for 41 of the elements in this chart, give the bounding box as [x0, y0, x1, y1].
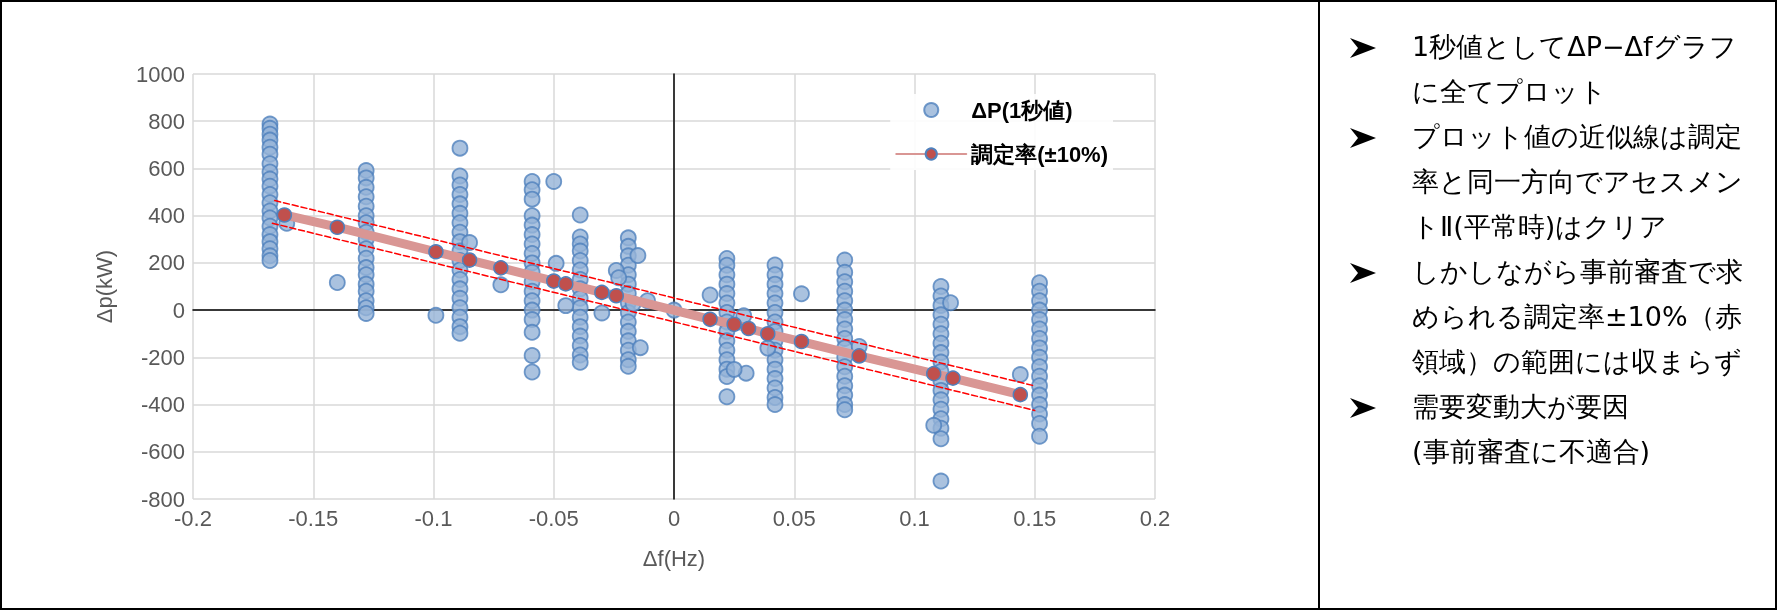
point	[760, 325, 776, 342]
point	[793, 333, 810, 350]
y-tick-label: -200	[140, 344, 185, 370]
x-tick-label: 0.1	[899, 505, 930, 531]
y-tick-label: 200	[148, 250, 185, 276]
point	[329, 219, 346, 235]
point	[740, 320, 757, 337]
x-tick-label: 0.05	[772, 505, 816, 531]
text: プロット値の近似線は調定率と同一方向でアセスメントⅡ(平常時)はクリア	[1412, 120, 1744, 244]
y-tick-label: 600	[148, 155, 185, 181]
legend-label: ΔP(1秒値)	[971, 97, 1073, 123]
point	[594, 284, 610, 301]
y-tick-label: -400	[140, 392, 185, 418]
point	[608, 287, 625, 304]
x-tick-label: -0.05	[528, 505, 579, 531]
point	[945, 370, 961, 386]
point	[461, 252, 478, 268]
x-tick-label: 0.2	[1139, 505, 1171, 531]
x-tick-label: 0	[667, 505, 681, 531]
x-tick-label: -0.15	[288, 505, 339, 531]
y-tick-label: 1000	[136, 61, 185, 87]
point	[702, 311, 718, 328]
y-tick-label: 0	[172, 297, 185, 323]
point	[428, 244, 444, 260]
x-tick-label: 0.15	[1013, 505, 1057, 531]
legend-label: 調定率(±10%)	[971, 141, 1109, 167]
text: 1秒値としてΔP−Δfグラフに全てプロット	[1412, 30, 1738, 109]
x-axis-title: Δf(Hz)	[642, 545, 706, 571]
text: しかしながら事前審査で求められる調定率±10%（赤領域）の範囲には収まらず	[1412, 255, 1744, 379]
point	[926, 365, 942, 382]
y-tick-label: 400	[148, 203, 185, 229]
y-tick-label: -600	[140, 439, 185, 465]
y-axis-title: Δp(kW)	[91, 249, 117, 324]
point	[1012, 386, 1029, 403]
x-tick-label: -0.1	[414, 505, 453, 531]
text: 需要変動大が要因 (事前審査に不適合)	[1412, 390, 1652, 469]
point	[726, 316, 742, 333]
y-tick-label: 800	[148, 108, 185, 134]
point	[493, 260, 509, 276]
point	[558, 276, 574, 292]
y-tick-label: -800	[140, 486, 185, 512]
